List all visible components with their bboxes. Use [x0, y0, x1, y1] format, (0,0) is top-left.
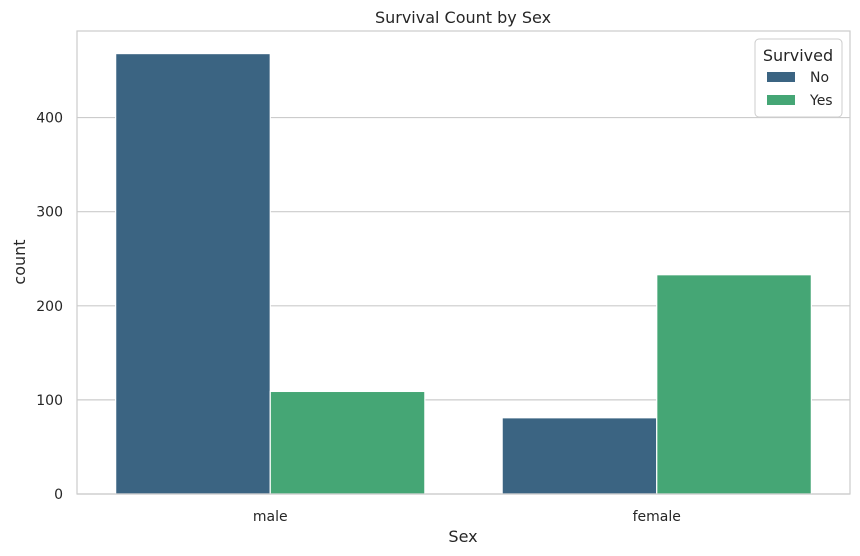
x-axis-label: Sex	[448, 527, 477, 546]
y-tick-label: 0	[54, 487, 63, 503]
y-tick-label: 300	[36, 205, 63, 221]
bar-yes-female	[656, 274, 812, 495]
y-axis-label: count	[10, 239, 29, 284]
bar-no-female	[501, 417, 658, 495]
bar-yes-male	[269, 390, 426, 495]
bars	[115, 52, 812, 495]
chart-title: Survival Count by Sex	[375, 8, 551, 27]
y-ticks: 0 100 200 300 400	[36, 111, 63, 503]
x-ticks: male female	[253, 509, 681, 525]
legend-swatch-yes	[767, 95, 795, 105]
plot-frame	[76, 30, 851, 495]
bar-no-male	[115, 52, 271, 495]
legend: Survived No Yes	[754, 38, 843, 118]
legend-label-yes: Yes	[809, 93, 833, 109]
y-tick-label: 100	[36, 393, 63, 409]
legend-label-no: No	[810, 70, 829, 86]
y-tick-label: 200	[36, 299, 63, 315]
x-tick-label: female	[633, 509, 681, 525]
legend-title: Survived	[763, 46, 833, 65]
legend-swatch-no	[767, 72, 795, 82]
y-tick-label: 400	[36, 111, 63, 127]
x-tick-label: male	[253, 509, 288, 525]
